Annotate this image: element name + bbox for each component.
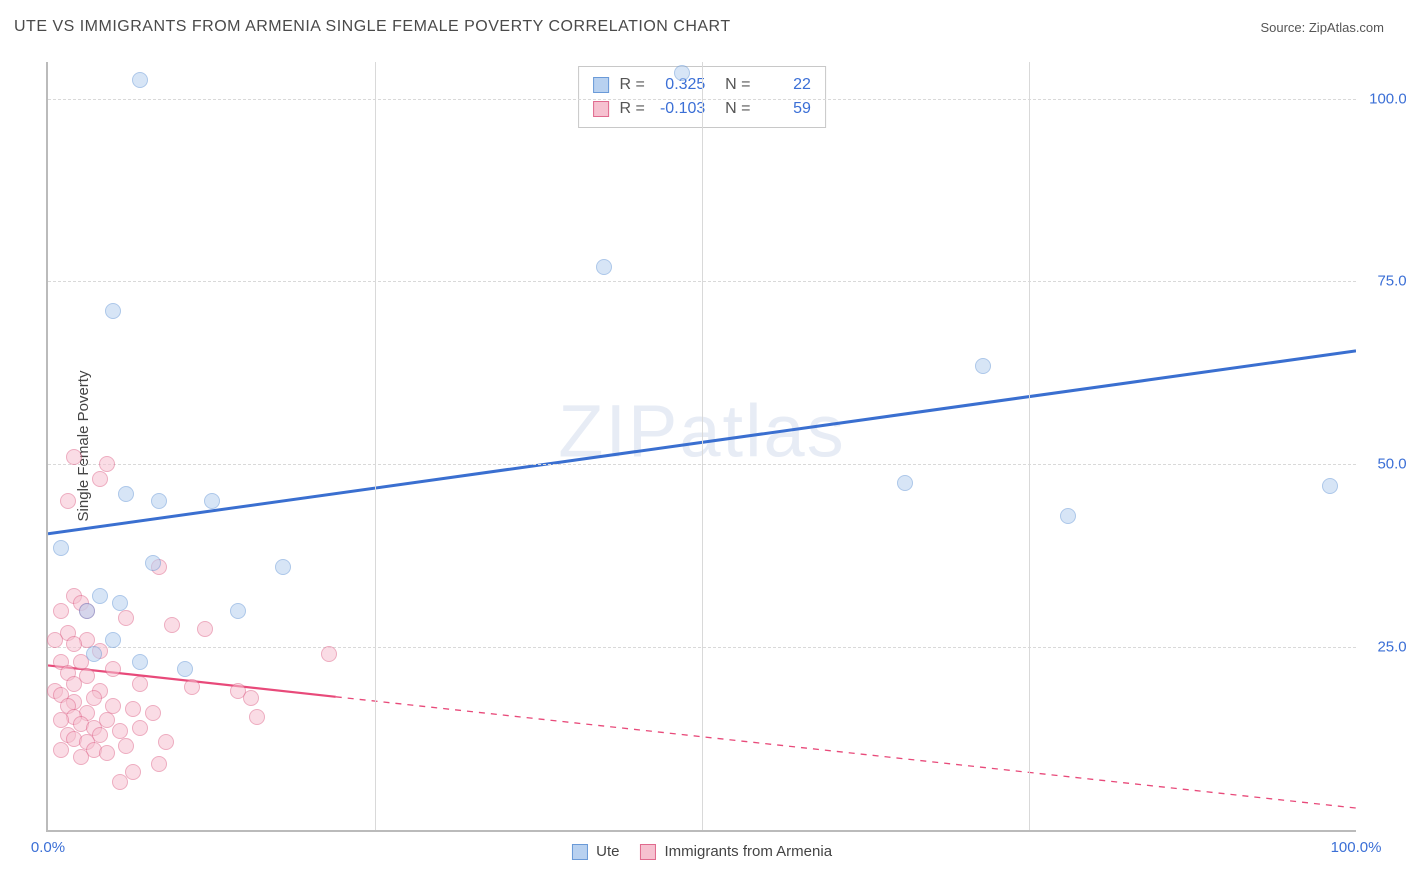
- data-point: [99, 745, 115, 761]
- legend-bottom: Ute Immigrants from Armenia: [572, 843, 832, 860]
- data-point: [92, 471, 108, 487]
- data-point: [118, 486, 134, 502]
- data-point: [118, 738, 134, 754]
- data-point: [321, 646, 337, 662]
- legend-swatch-series-1: [593, 77, 609, 93]
- source-attribution: Source: ZipAtlas.com: [1260, 20, 1384, 35]
- legend-r-label: R =: [620, 76, 645, 93]
- legend-n-label-2: N =: [725, 100, 750, 117]
- data-point: [53, 540, 69, 556]
- data-point: [132, 654, 148, 670]
- data-point: [66, 676, 82, 692]
- data-point: [145, 555, 161, 571]
- grid-line-vertical: [702, 62, 703, 830]
- data-point: [975, 358, 991, 374]
- data-point: [1322, 478, 1338, 494]
- data-point: [53, 603, 69, 619]
- y-tick-label: 25.0%: [1377, 639, 1406, 656]
- data-point: [66, 636, 82, 652]
- data-point: [151, 493, 167, 509]
- data-point: [596, 259, 612, 275]
- legend-r-label-2: R =: [620, 100, 645, 117]
- plot-area: ZIPatlas R = 0.325 N = 22 R = -0.103 N =…: [46, 62, 1356, 832]
- data-point: [99, 456, 115, 472]
- chart-container: UTE VS IMMIGRANTS FROM ARMENIA SINGLE FE…: [0, 0, 1406, 892]
- data-point: [73, 749, 89, 765]
- chart-title: UTE VS IMMIGRANTS FROM ARMENIA SINGLE FE…: [14, 18, 731, 36]
- legend-n-value-2: 59: [757, 97, 811, 121]
- data-point: [249, 709, 265, 725]
- legend-swatch-series-2: [593, 101, 609, 117]
- data-point: [1060, 508, 1076, 524]
- grid-line-vertical: [1029, 62, 1030, 830]
- legend-label-ute: Ute: [596, 843, 619, 860]
- grid-line-vertical: [375, 62, 376, 830]
- data-point: [164, 617, 180, 633]
- data-point: [184, 679, 200, 695]
- data-point: [145, 705, 161, 721]
- data-point: [105, 303, 121, 319]
- data-point: [92, 588, 108, 604]
- data-point: [197, 621, 213, 637]
- y-tick-label: 75.0%: [1377, 273, 1406, 290]
- data-point: [177, 661, 193, 677]
- data-point: [132, 72, 148, 88]
- data-point: [66, 449, 82, 465]
- legend-n-value-1: 22: [757, 73, 811, 97]
- data-point: [112, 723, 128, 739]
- data-point: [60, 493, 76, 509]
- data-point: [53, 712, 69, 728]
- data-point: [243, 690, 259, 706]
- legend-label-armenia: Immigrants from Armenia: [664, 843, 832, 860]
- data-point: [125, 701, 141, 717]
- data-point: [674, 65, 690, 81]
- data-point: [230, 603, 246, 619]
- source-label: Source:: [1260, 20, 1308, 35]
- data-point: [204, 493, 220, 509]
- data-point: [112, 774, 128, 790]
- legend-n-label: N =: [725, 76, 750, 93]
- data-point: [105, 632, 121, 648]
- legend-swatch-armenia: [640, 844, 656, 860]
- data-point: [112, 595, 128, 611]
- x-tick-label: 0.0%: [31, 839, 65, 856]
- data-point: [151, 756, 167, 772]
- legend-swatch-ute: [572, 844, 588, 860]
- data-point: [118, 610, 134, 626]
- data-point: [125, 764, 141, 780]
- data-point: [86, 690, 102, 706]
- source-value: ZipAtlas.com: [1309, 20, 1384, 35]
- data-point: [105, 698, 121, 714]
- data-point: [47, 632, 63, 648]
- x-tick-label: 100.0%: [1331, 839, 1382, 856]
- legend-r-value-2: -0.103: [651, 97, 705, 121]
- data-point: [86, 646, 102, 662]
- data-point: [132, 676, 148, 692]
- data-point: [158, 734, 174, 750]
- data-point: [132, 720, 148, 736]
- data-point: [79, 603, 95, 619]
- data-point: [897, 475, 913, 491]
- y-tick-label: 50.0%: [1377, 456, 1406, 473]
- data-point: [105, 661, 121, 677]
- data-point: [275, 559, 291, 575]
- data-point: [53, 742, 69, 758]
- trend-line-dashed: [336, 697, 1356, 808]
- y-tick-label: 100.0%: [1369, 90, 1406, 107]
